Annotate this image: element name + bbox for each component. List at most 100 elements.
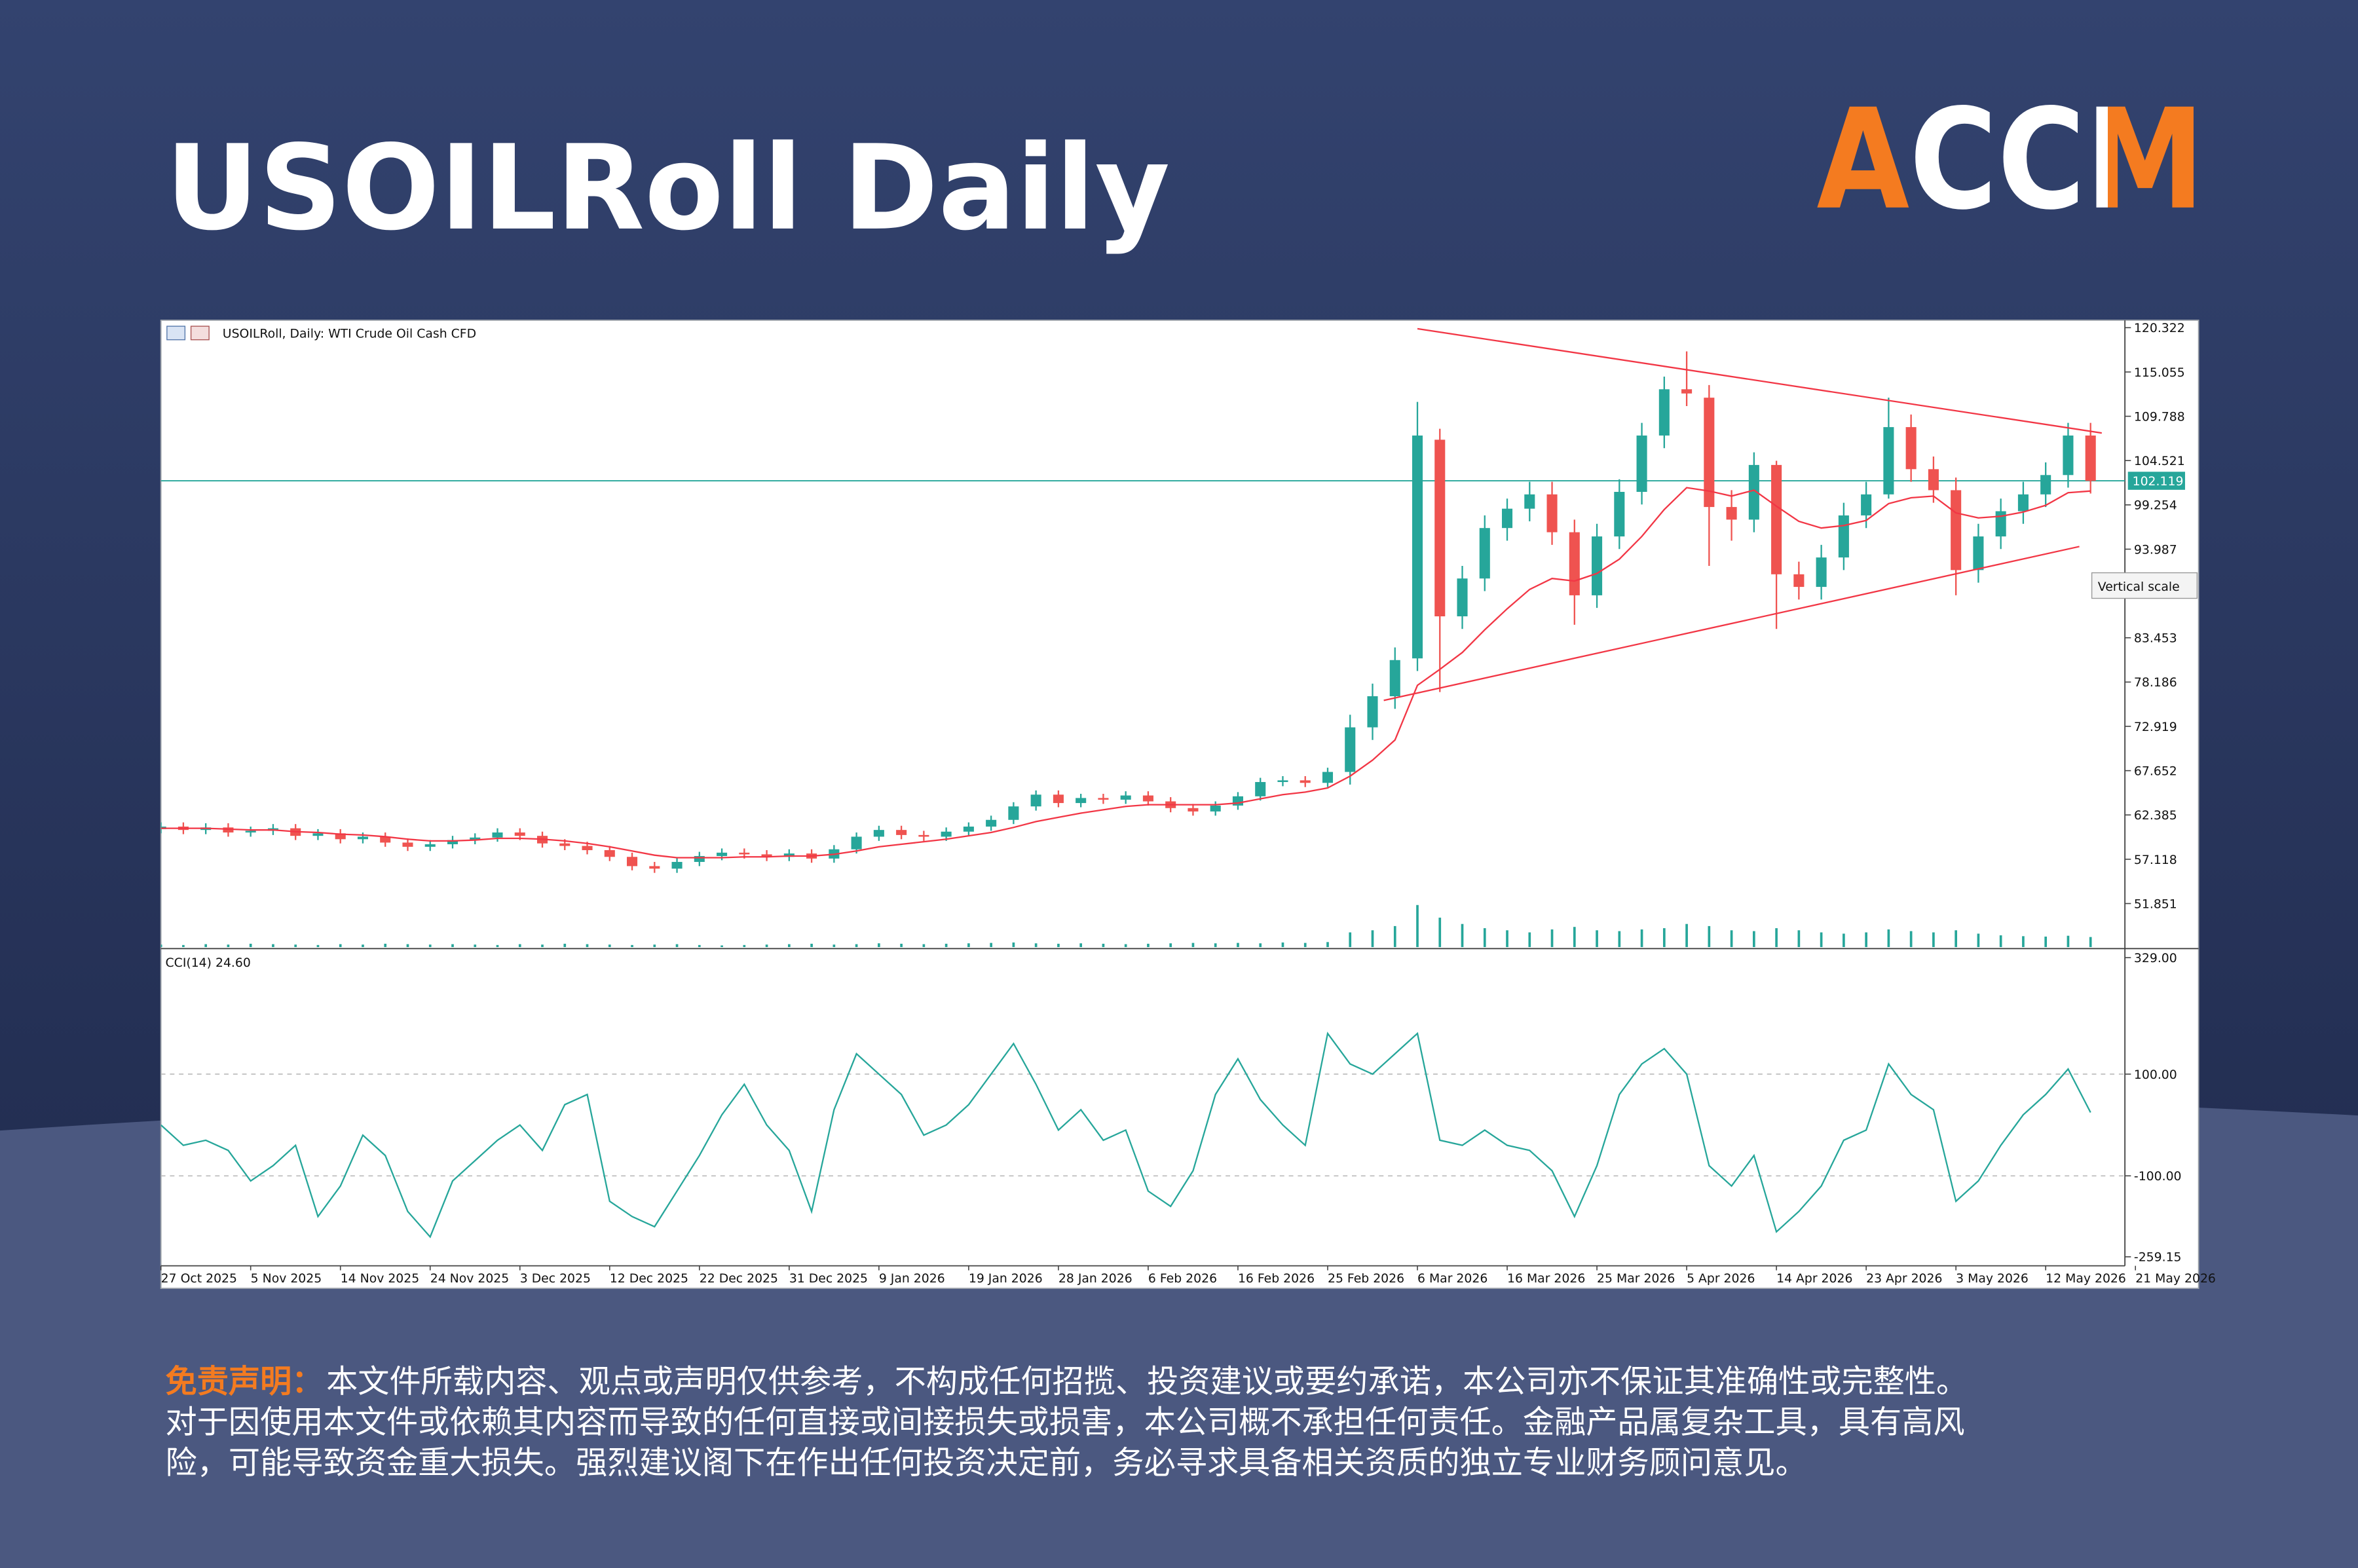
x-tick-label: 27 Oct 2025 [161, 1272, 237, 1286]
volume-bar [1662, 928, 1666, 948]
candle-body [1030, 794, 1041, 807]
volume-bar [1753, 931, 1755, 948]
chart-header: USOILRoll, Daily: WTI Crude Oil Cash CFD [223, 327, 476, 341]
x-tick-label: 23 Apr 2026 [1866, 1272, 1942, 1286]
x-tick-label: 5 Apr 2026 [1687, 1272, 1755, 1286]
x-tick-label: 25 Feb 2026 [1328, 1272, 1404, 1286]
volume-bar [1371, 930, 1374, 948]
x-tick-label: 22 Dec 2025 [700, 1272, 778, 1286]
candle-body [1412, 435, 1423, 659]
candle-body [2040, 475, 2051, 495]
candle-body [1658, 389, 1670, 436]
volume-bar [720, 945, 723, 948]
volume-bar [1461, 924, 1464, 948]
candle-body [1501, 508, 1513, 529]
volume-bar [675, 944, 679, 948]
volume-bar [1079, 943, 1083, 948]
candle-body [1861, 494, 1872, 515]
volume-bar [406, 944, 409, 948]
volume-bar [2022, 936, 2025, 948]
volume-bar [1887, 929, 1890, 948]
y-tick-label: 329.00 [2134, 952, 2177, 965]
candle-body [986, 819, 997, 827]
candle-body [1726, 507, 1737, 520]
volume-bar [1281, 942, 1284, 948]
candle-body [1681, 389, 1693, 394]
volume-bar [990, 943, 992, 948]
volume-bar [227, 944, 230, 948]
x-tick-label: 12 Dec 2025 [610, 1272, 688, 1286]
volume-bar [765, 944, 768, 948]
candle-body [447, 840, 458, 844]
volume-bar [294, 944, 297, 948]
x-tick-label: 6 Mar 2026 [1417, 1272, 1488, 1286]
volume-bar [428, 944, 432, 948]
x-tick-label: 16 Mar 2026 [1507, 1272, 1585, 1286]
logo: ACCM [1816, 79, 2204, 240]
candle-body [671, 861, 683, 869]
moving-average [160, 487, 2091, 859]
x-tick-label: 6 Feb 2026 [1148, 1272, 1217, 1286]
candle-body [514, 832, 525, 836]
candle-body [941, 831, 952, 837]
x-tick-label: 14 Apr 2026 [1776, 1272, 1852, 1286]
candle-body [739, 852, 750, 855]
volume-bar [1483, 928, 1486, 948]
trendline [1383, 546, 2080, 701]
volume-bar [1259, 943, 1262, 948]
volume-bar [743, 944, 746, 948]
volume-bar [2044, 936, 2048, 948]
candle-body [1277, 780, 1288, 782]
candle-body [357, 836, 369, 840]
volume-bar [1214, 943, 1217, 948]
candle-body [1322, 772, 1334, 783]
volume-bar [1730, 930, 1733, 948]
y-tick-label: 67.652 [2134, 765, 2177, 779]
candle-body [1995, 511, 2006, 537]
candle-body [1928, 469, 1939, 491]
volume-bar [1303, 943, 1307, 948]
y-tick-label: 99.254 [2134, 499, 2177, 513]
candle-body [1232, 796, 1243, 806]
volume-bar [1932, 932, 1935, 948]
volume-bar [922, 944, 926, 948]
candle-body [1434, 439, 1446, 617]
volume-bar [1843, 933, 1845, 948]
candle-body [1479, 528, 1490, 579]
candle-body [1883, 427, 1894, 495]
trendline [1417, 327, 2102, 434]
y-tick-label: 100.00 [2134, 1068, 2177, 1082]
candle-body [963, 827, 974, 832]
volume-bar [1999, 935, 2002, 948]
volume-bar [316, 944, 320, 948]
volume-bar [1237, 943, 1239, 948]
volume-bar [2089, 937, 2092, 948]
candle-body [1973, 536, 1984, 570]
candle-body [1793, 574, 1805, 588]
candle-body [896, 830, 907, 835]
volume-bar [1977, 933, 1980, 948]
candle-body [1255, 781, 1266, 796]
volume-bar [1506, 930, 1508, 948]
candle-body [335, 833, 346, 840]
volume-bar [1955, 930, 1957, 948]
volume-bar [1797, 930, 1801, 948]
volume-bar [1708, 925, 1711, 948]
candle-body [559, 843, 571, 846]
page-title: USOILRoll Daily [166, 121, 1170, 257]
volume-bar [1034, 943, 1038, 948]
candle-body [1076, 798, 1087, 804]
volume-bar [249, 943, 252, 948]
candle-body [1951, 490, 1962, 570]
volume-bar [362, 944, 364, 948]
volume-bar [496, 944, 499, 948]
volume-bar [1169, 943, 1172, 948]
volume-bar [787, 944, 791, 948]
candle-body [1704, 398, 1715, 508]
candle-body [2017, 494, 2029, 512]
indicator-plot [160, 1032, 2125, 1239]
volume-bar [474, 944, 477, 948]
window-icon [166, 326, 186, 341]
volume-bar [586, 944, 589, 948]
volume-bar [1012, 942, 1015, 948]
